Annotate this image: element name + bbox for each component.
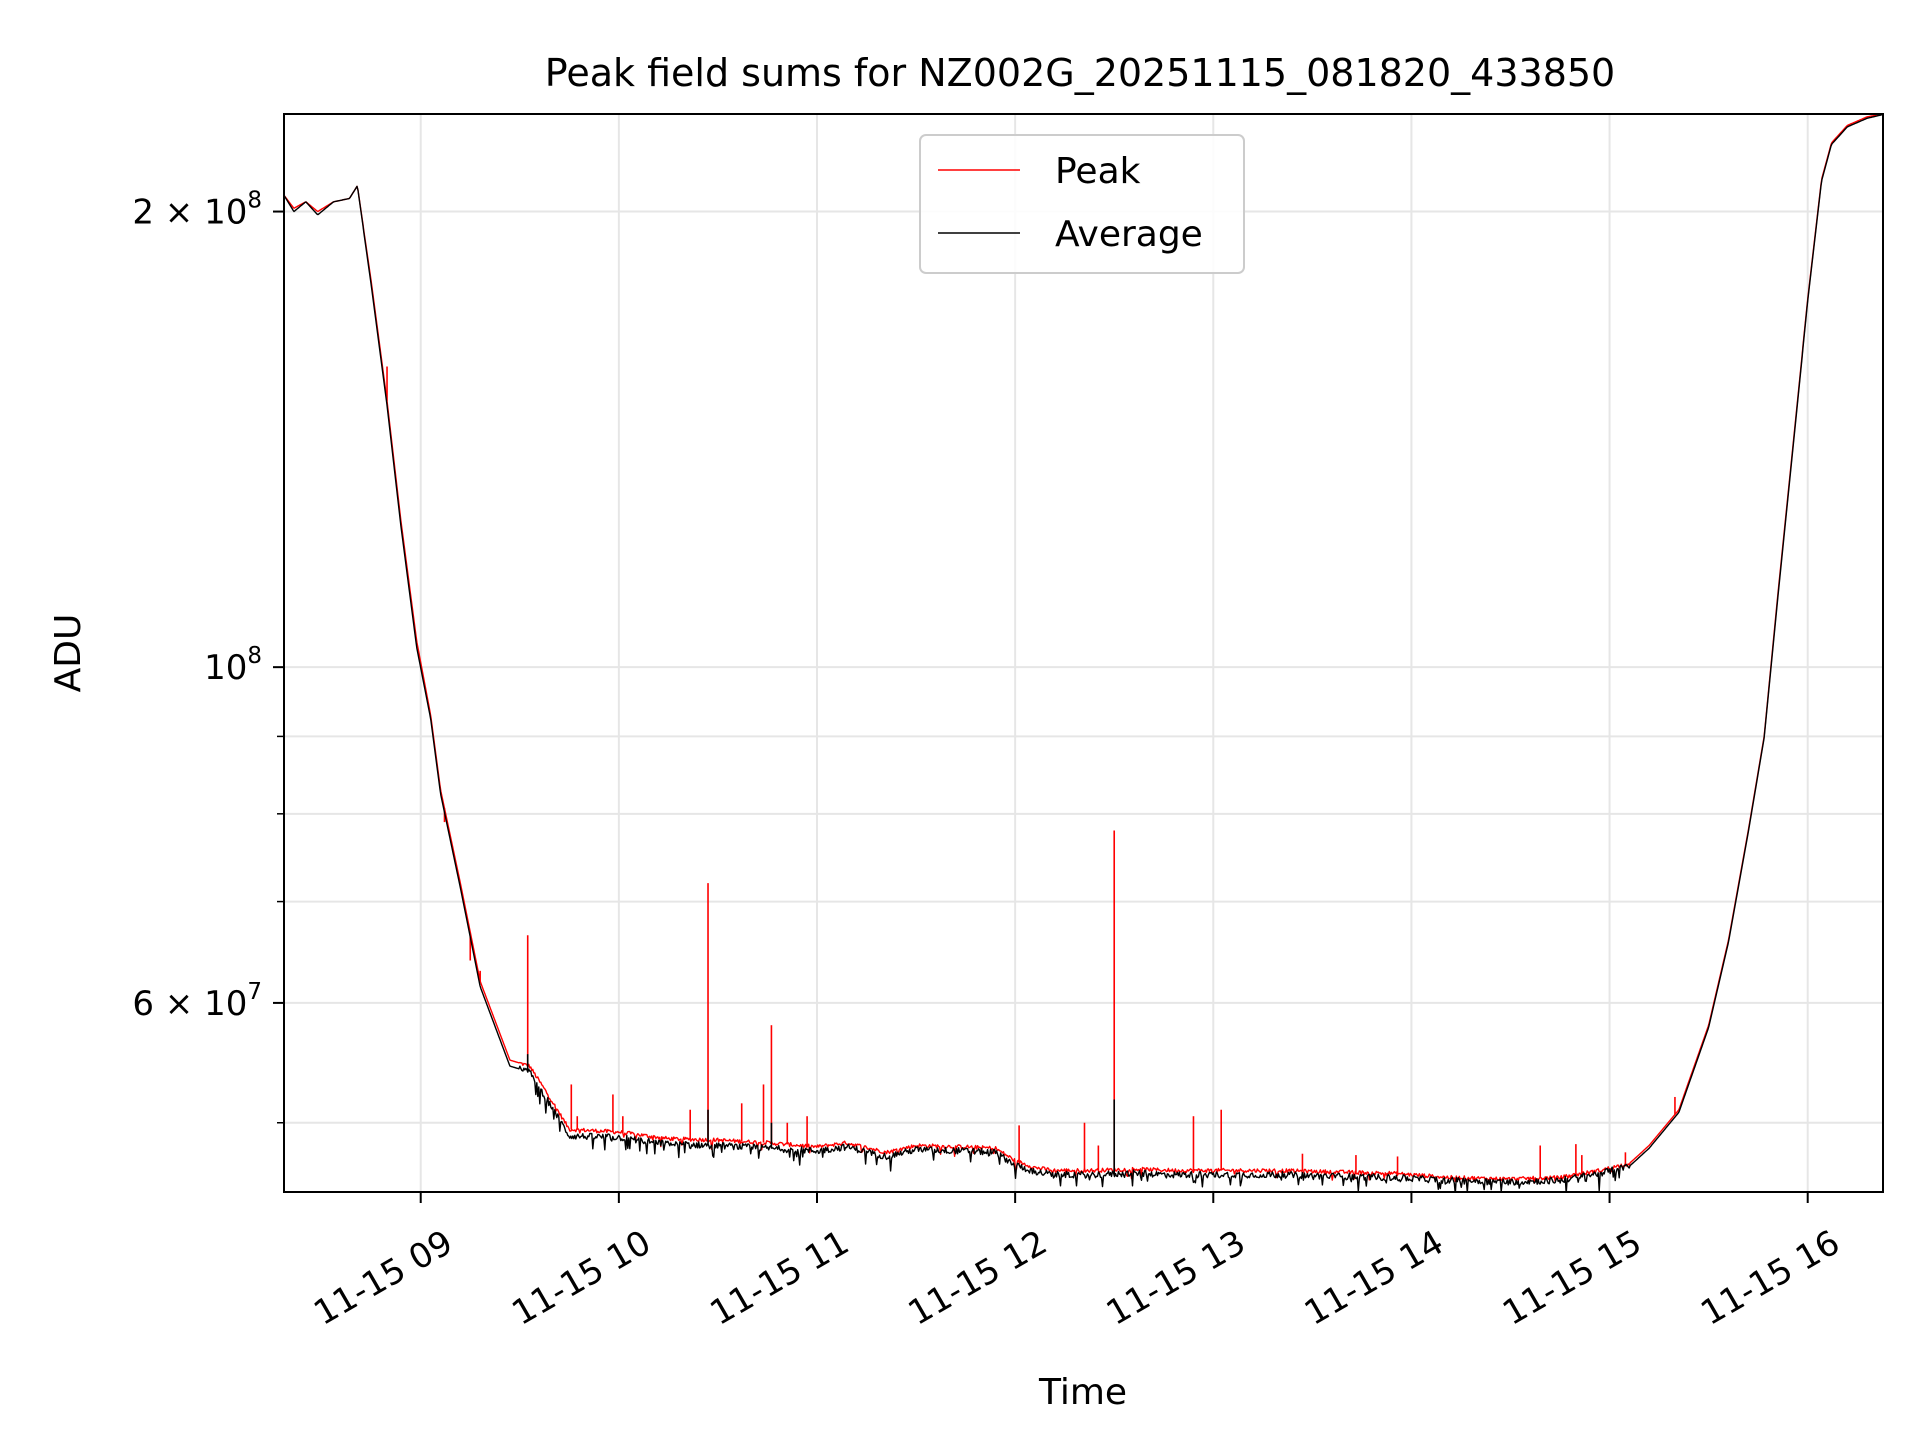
legend-label-average: Average [1055,214,1203,255]
series-line [284,114,1883,1192]
y-axis-label: ADU [48,614,89,693]
y-tick-label: 2 × 108 [132,188,262,233]
series-line [284,114,1883,1184]
series-layer [284,114,1883,1192]
series-peak [284,114,1883,1184]
legend-label-peak: Peak [1055,151,1141,192]
series-average [284,114,1883,1192]
legend: Peak Average [919,134,1245,274]
x-axis-label: Time [1038,1372,1127,1413]
y-tick-label-exponent: 8 [247,188,262,214]
y-tick-label-base: 10 [204,648,247,688]
chart-title: Peak field sums for NZ002G_20251115_0818… [545,51,1615,95]
y-tick-label-base: 6 × 10 [132,984,247,1024]
y-tick-label: 6 × 107 [132,979,262,1024]
y-tick-label-exponent: 8 [247,643,262,669]
y-tick-label: 108 [204,643,262,688]
y-tick-label-base: 2 × 10 [132,193,247,233]
plot-frame [283,113,1884,1193]
y-tick-label-exponent: 7 [247,979,262,1005]
